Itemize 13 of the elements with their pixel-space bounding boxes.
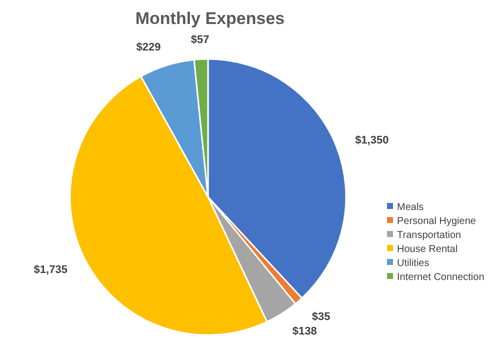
data-label: $1,735 bbox=[34, 264, 68, 276]
legend-label: Meals bbox=[397, 202, 424, 213]
legend-label: House Rental bbox=[397, 244, 458, 255]
legend-label: Internet Connection bbox=[397, 272, 484, 283]
chart-title: Monthly Expenses bbox=[135, 9, 285, 28]
data-label: $138 bbox=[292, 326, 317, 338]
data-label: $229 bbox=[136, 41, 161, 54]
legend-label: Transportation bbox=[397, 230, 462, 241]
data-label: $57 bbox=[190, 34, 210, 46]
legend-label: Utilities bbox=[397, 258, 430, 269]
data-label: $35 bbox=[312, 311, 330, 324]
legend-label: Personal Hygiene bbox=[397, 216, 476, 227]
data-label: $1,350 bbox=[355, 134, 389, 146]
